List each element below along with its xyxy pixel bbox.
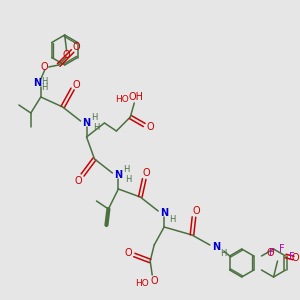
Text: O: O bbox=[292, 253, 299, 263]
Text: H: H bbox=[91, 112, 98, 122]
Text: HO: HO bbox=[135, 278, 149, 287]
Text: N: N bbox=[160, 208, 168, 218]
Text: F: F bbox=[289, 252, 294, 262]
Text: O: O bbox=[146, 122, 154, 132]
Text: N: N bbox=[33, 78, 41, 88]
Text: H: H bbox=[169, 214, 175, 224]
Text: O: O bbox=[192, 206, 200, 216]
Text: N: N bbox=[114, 170, 122, 180]
Text: H: H bbox=[42, 82, 48, 91]
Text: O: O bbox=[73, 42, 80, 52]
Text: F: F bbox=[279, 244, 284, 254]
Text: O: O bbox=[75, 176, 83, 186]
Text: N: N bbox=[82, 118, 91, 128]
Text: H: H bbox=[220, 248, 227, 257]
Text: O: O bbox=[124, 248, 132, 258]
Text: N: N bbox=[212, 242, 220, 252]
Text: O: O bbox=[150, 276, 158, 286]
Text: H: H bbox=[42, 76, 48, 85]
Text: O: O bbox=[73, 80, 80, 90]
Text: H: H bbox=[125, 175, 131, 184]
Text: O: O bbox=[142, 168, 150, 178]
Text: HO: HO bbox=[116, 94, 129, 103]
Text: O: O bbox=[63, 50, 70, 60]
Text: H: H bbox=[123, 164, 130, 173]
Text: H: H bbox=[93, 122, 100, 131]
Text: OH: OH bbox=[129, 92, 144, 102]
Text: F: F bbox=[269, 248, 274, 258]
Text: O: O bbox=[267, 248, 274, 257]
Text: O: O bbox=[41, 62, 49, 72]
